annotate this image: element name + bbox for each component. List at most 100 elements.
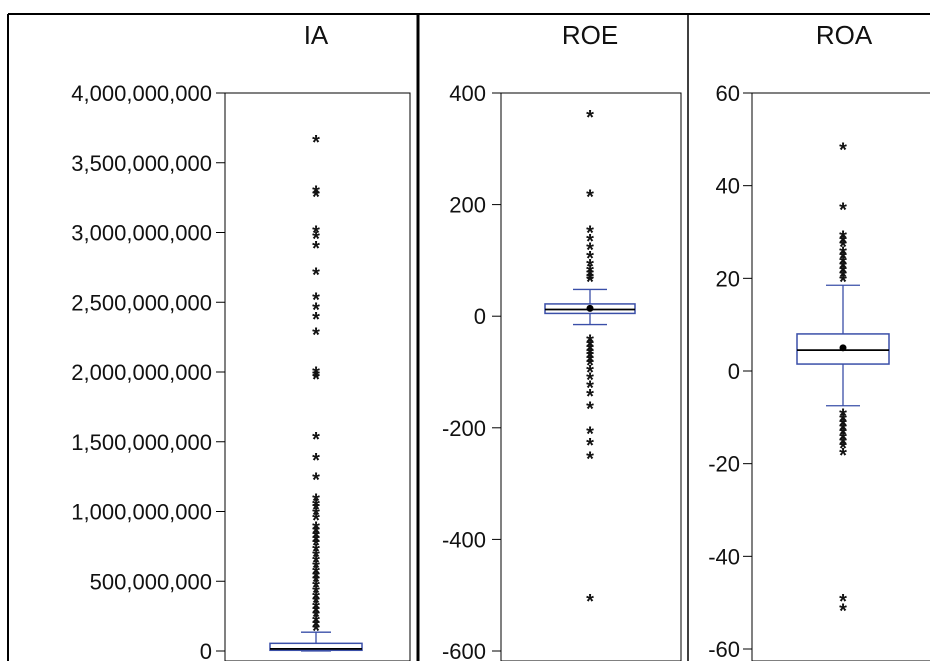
outlier-point: * [839, 415, 847, 437]
mean-marker [839, 344, 847, 352]
outlier-point: * [312, 571, 320, 593]
outlier-point: * [586, 269, 594, 291]
outlier-point: * [839, 434, 847, 456]
outlier-point: * [312, 299, 320, 321]
outlier-point: * [312, 265, 320, 287]
outlier-point: * [586, 424, 594, 446]
outlier-point: * [839, 237, 847, 259]
outlier-point: * [312, 510, 320, 532]
outlier-point: * [586, 362, 594, 384]
outlier-point: * [839, 271, 847, 293]
outlier-point: * [586, 256, 594, 278]
outlier-point: * [312, 499, 320, 521]
outlier-point: * [312, 558, 320, 580]
outlier-point: * [312, 531, 320, 553]
outlier-point: * [312, 366, 320, 388]
y-tick-label: 0 [728, 359, 740, 384]
outlier-point: * [586, 107, 594, 129]
outlier-point: * [586, 377, 594, 399]
y-tick-label: -40 [708, 544, 740, 569]
box-marks: *********************** [796, 139, 890, 622]
outlier-point: * [312, 598, 320, 620]
outlier-point: * [312, 228, 320, 250]
outlier-point: * [839, 438, 847, 460]
outlier-point: * [586, 344, 594, 366]
outlier-point: * [312, 325, 320, 347]
outlier-point: * [312, 592, 320, 614]
y-tick-label: -600 [442, 639, 486, 661]
y-tick-label: -200 [442, 416, 486, 441]
outlier-point: * [839, 139, 847, 161]
outlier-point: * [312, 588, 320, 610]
outlier-point: * [312, 238, 320, 260]
outlier-point: * [312, 620, 320, 642]
y-tick-label: 500,000,000 [90, 569, 212, 594]
outlier-point: * [839, 424, 847, 446]
y-tick-label: 3,000,000,000 [71, 221, 212, 246]
y-tick-label: 1,500,000,000 [71, 430, 212, 455]
outlier-point: * [586, 186, 594, 208]
outlier-point: * [312, 602, 320, 624]
y-tick-label: 2,000,000,000 [71, 360, 212, 385]
outlier-point: * [839, 227, 847, 249]
outlier-point: * [312, 429, 320, 451]
outlier-point: * [312, 364, 320, 386]
y-tick-label: -400 [442, 527, 486, 552]
y-tick-label: 40 [716, 174, 740, 199]
outlier-point: * [312, 535, 320, 557]
outlier-point: * [839, 248, 847, 270]
panel-title: IA [304, 20, 329, 50]
outlier-point: * [839, 232, 847, 254]
outlier-point: * [312, 546, 320, 568]
outlier-point: * [312, 552, 320, 574]
outlier-point: * [312, 583, 320, 605]
outlier-point: * [586, 347, 594, 369]
y-tick-label: 1,000,000,000 [71, 500, 212, 525]
outlier-point: * [312, 223, 320, 245]
y-tick-label: 2,500,000,000 [71, 290, 212, 315]
y-tick-label: 0 [200, 639, 212, 661]
outlier-point: * [839, 420, 847, 442]
box-marks: *************************** [544, 107, 636, 613]
outlier-point: * [586, 231, 594, 253]
plot-area [224, 92, 411, 661]
outlier-point: * [839, 429, 847, 451]
outlier-point: * [312, 523, 320, 545]
outlier-point: * [839, 200, 847, 222]
outlier-point: * [312, 369, 320, 391]
outlier-point: * [586, 435, 594, 457]
y-tick-label: 200 [449, 193, 486, 218]
y-tick-label: 0 [474, 304, 486, 329]
outlier-point: * [839, 600, 847, 622]
outlier-point: * [586, 239, 594, 261]
outlier-point: * [312, 518, 320, 540]
y-tick-label: 400 [449, 81, 486, 106]
outlier-point: * [586, 248, 594, 270]
outlier-point: * [312, 567, 320, 589]
panel-title: ROE [562, 20, 618, 50]
y-tick-label: 60 [716, 81, 740, 106]
outlier-point: * [586, 355, 594, 377]
outlier-point: * [586, 336, 594, 358]
outlier-point: * [586, 332, 594, 354]
outlier-point: * [586, 386, 594, 408]
plot-area [500, 92, 682, 661]
outlier-point: * [839, 253, 847, 275]
outlier-point: * [312, 505, 320, 527]
outlier-point: * [312, 541, 320, 563]
plot-area [751, 92, 930, 661]
panel-title: ROA [816, 20, 873, 50]
outlier-point: * [312, 606, 320, 628]
outlier-point: * [312, 616, 320, 638]
y-tick-label: -20 [708, 452, 740, 477]
outlier-point: * [312, 450, 320, 472]
outlier-point: * [586, 449, 594, 471]
iqr-box [796, 333, 890, 365]
outlier-point: * [586, 398, 594, 420]
y-axis: -60 -40 -20 0 20 40 60 [708, 81, 752, 661]
box-marks: ****************************************… [269, 132, 363, 652]
outlier-point: * [312, 527, 320, 549]
y-tick-label: 3,500,000,000 [71, 151, 212, 176]
